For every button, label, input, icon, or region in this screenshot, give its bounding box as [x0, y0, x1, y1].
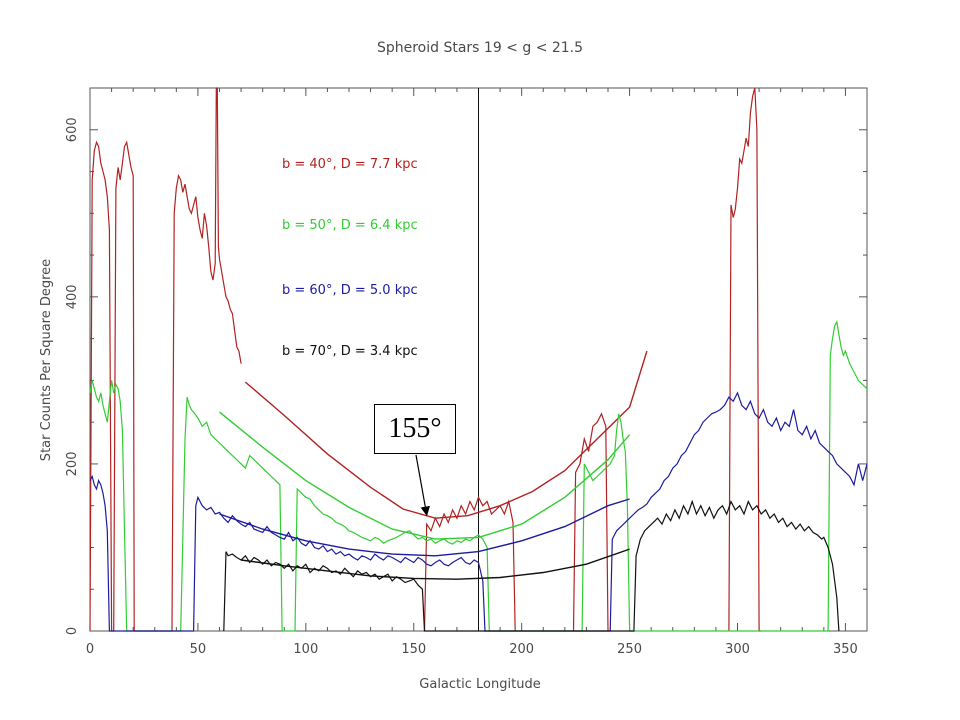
series-1-data-line: [423, 495, 516, 632]
x-tick-label: 200: [509, 642, 534, 657]
x-tick-label: 300: [725, 642, 750, 657]
series-1-data-line: [89, 87, 242, 632]
y-tick-label: 400: [65, 284, 80, 309]
annotation-label: 155°: [388, 413, 442, 444]
annotation-arrow: [415, 454, 430, 517]
x-tick-label: 250: [617, 642, 642, 657]
legend-entry: b = 60°, D = 5.0 kpc: [282, 283, 418, 298]
x-axis-label: Galactic Longitude: [419, 677, 540, 692]
series-layer: [89, 87, 868, 632]
series-3-data-line: [89, 391, 868, 632]
y-axis-label: Star Counts Per Square Degree: [39, 259, 54, 461]
x-tick-label: 350: [833, 642, 858, 657]
series-1-fit-curve: [244, 350, 648, 519]
series-2-data-line: [89, 320, 868, 632]
y-tick-label: 200: [65, 452, 80, 477]
series-4-fit-curve: [241, 548, 630, 580]
y-axis-ticks: 0 200 400 600: [65, 117, 867, 635]
series-4-data-line: [223, 499, 840, 632]
legend-entry: b = 40°, D = 7.7 kpc: [282, 157, 418, 172]
x-tick-label: 150: [401, 642, 426, 657]
series-1-data-line: [728, 87, 762, 632]
annotation-callout: 155°: [374, 404, 456, 454]
legend: b = 40°, D = 7.7 kpc b = 50°, D = 6.4 kpc…: [282, 157, 418, 359]
y-tick-label: 600: [65, 117, 80, 142]
series-3-fit-curve: [219, 498, 630, 557]
legend-entry: b = 70°, D = 3.4 kpc: [282, 344, 418, 359]
legend-entry: b = 50°, D = 6.4 kpc: [282, 218, 418, 233]
x-axis-ticks: 0 50 100 150 200 250 300 350: [86, 88, 868, 657]
x-tick-label: 0: [86, 642, 94, 657]
series-1-data-line: [572, 412, 609, 632]
x-tick-label: 100: [293, 642, 318, 657]
y-tick-label: 0: [65, 627, 80, 635]
series-2-fit-curve: [219, 411, 631, 540]
x-tick-label: 50: [190, 642, 207, 657]
chart-title: Spheroid Stars 19 < g < 21.5: [377, 40, 583, 56]
